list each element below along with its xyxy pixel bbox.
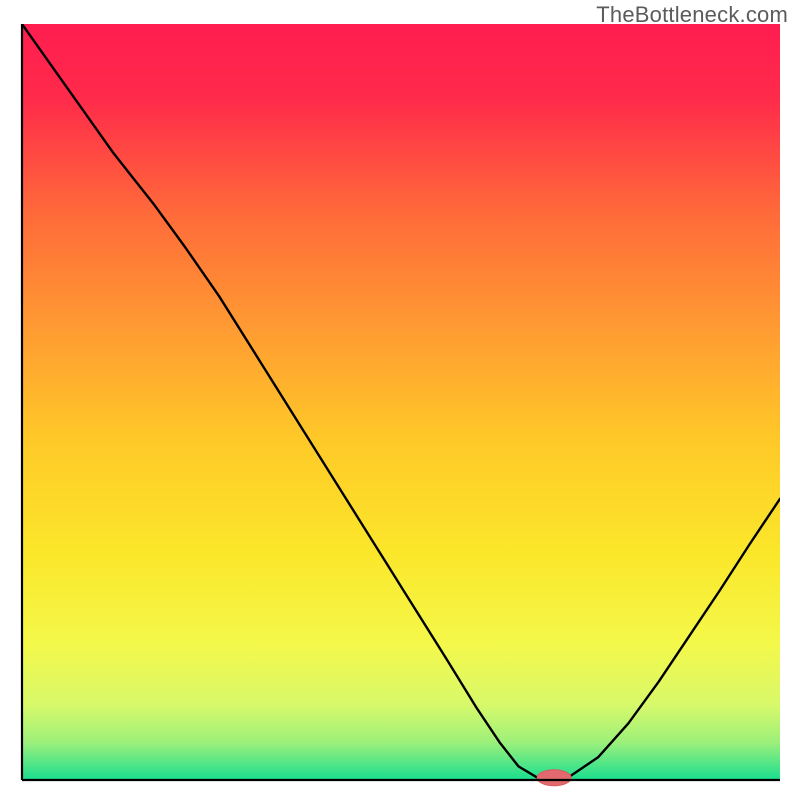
chart-container: { "watermark": "TheBottleneck.com", "cha…: [0, 0, 800, 800]
watermark-text: TheBottleneck.com: [596, 2, 788, 28]
bottleneck-chart: [0, 0, 800, 800]
gradient-background: [22, 24, 780, 780]
optimal-marker: [537, 770, 571, 786]
